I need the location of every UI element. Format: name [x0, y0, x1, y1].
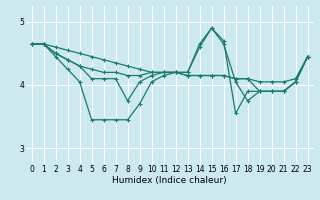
X-axis label: Humidex (Indice chaleur): Humidex (Indice chaleur) — [112, 176, 227, 185]
